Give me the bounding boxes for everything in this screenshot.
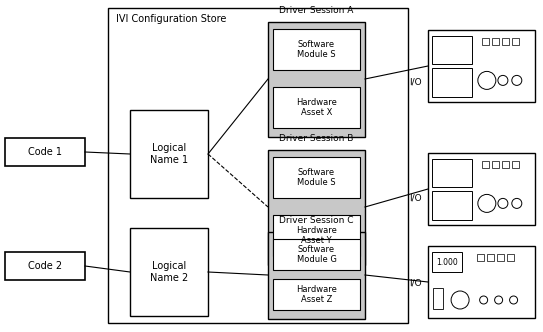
Bar [130, 110, 208, 198]
Bar [487, 254, 494, 261]
Bar [5, 252, 85, 280]
Bar [502, 161, 508, 168]
Bar [433, 288, 443, 309]
Text: Hardware
Asset X: Hardware Asset X [296, 98, 337, 117]
Bar [482, 161, 489, 168]
Bar [268, 150, 365, 265]
Bar [130, 228, 208, 316]
Bar [432, 68, 471, 97]
Bar [428, 246, 535, 318]
Bar [482, 38, 489, 45]
Bar [432, 159, 471, 187]
Bar [512, 38, 519, 45]
Bar [512, 161, 519, 168]
Text: Logical
Name 1: Logical Name 1 [150, 143, 188, 165]
Bar [502, 38, 508, 45]
Text: Hardware
Asset Z: Hardware Asset Z [296, 285, 337, 304]
Text: I/O: I/O [409, 279, 421, 288]
Bar [273, 87, 360, 128]
Text: Logical
Name 2: Logical Name 2 [150, 261, 188, 283]
Bar [428, 153, 535, 225]
Bar [273, 157, 360, 199]
Text: I/O: I/O [409, 77, 421, 87]
Text: Hardware
Asset Y: Hardware Asset Y [296, 226, 337, 245]
Text: Software
Module S: Software Module S [297, 168, 336, 187]
Text: Driver Session C: Driver Session C [279, 216, 353, 225]
Text: Software
Module G: Software Module G [296, 245, 337, 264]
Text: Code 1: Code 1 [28, 147, 62, 157]
Bar [432, 252, 462, 272]
Bar [108, 8, 408, 323]
Bar [491, 38, 498, 45]
Text: Software
Module S: Software Module S [297, 40, 336, 59]
Text: Driver Session A: Driver Session A [279, 6, 353, 15]
Bar [268, 22, 365, 137]
Text: Driver Session B: Driver Session B [279, 134, 353, 143]
Bar [273, 29, 360, 70]
Bar [273, 239, 360, 270]
Bar [477, 254, 484, 261]
Bar [432, 36, 471, 64]
Bar [507, 254, 514, 261]
Text: IVI Configuration Store: IVI Configuration Store [116, 14, 226, 24]
Bar [428, 30, 535, 102]
Bar [273, 214, 360, 256]
Bar [497, 254, 504, 261]
Bar [491, 161, 498, 168]
Text: I/O: I/O [409, 194, 421, 203]
Bar [5, 138, 85, 166]
Text: Code 2: Code 2 [28, 261, 62, 271]
Text: 1.000: 1.000 [436, 258, 458, 267]
Bar [268, 232, 365, 319]
Bar [273, 279, 360, 310]
Bar [432, 191, 471, 219]
